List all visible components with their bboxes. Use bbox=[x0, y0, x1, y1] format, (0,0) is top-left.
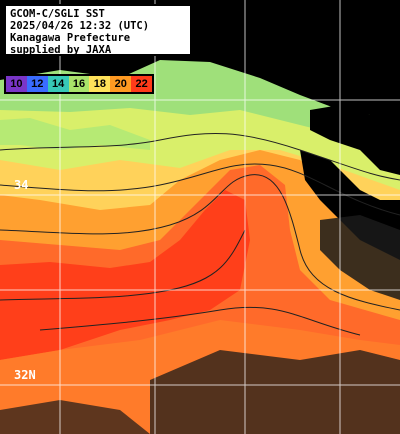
scale-segment-20: 20 bbox=[110, 76, 132, 92]
info-region: Kanagawa Prefecture bbox=[10, 32, 131, 44]
lat-label-34: 34 bbox=[14, 178, 29, 192]
scale-segment-14: 14 bbox=[47, 76, 69, 92]
sst-cold-filament bbox=[0, 118, 150, 150]
sst-zone-kuroshio-core bbox=[0, 190, 250, 360]
scale-segment-22: 22 bbox=[131, 76, 152, 92]
info-title: GCOM-C/SGLI SST bbox=[10, 8, 105, 20]
temperature-scale: 10 12 14 16 18 20 22 bbox=[4, 74, 154, 94]
info-timestamp: 2025/04/26 12:32 (UTC) bbox=[10, 20, 150, 32]
info-box: GCOM-C/SGLI SST 2025/04/26 12:32 (UTC) K… bbox=[4, 4, 192, 56]
cloud-speckle-south bbox=[150, 350, 400, 434]
land-honshu bbox=[190, 0, 400, 90]
scale-segment-12: 12 bbox=[26, 76, 48, 92]
land-izu-boso bbox=[310, 105, 400, 175]
scale-segment-10: 10 bbox=[6, 76, 27, 92]
scale-segment-16: 16 bbox=[68, 76, 90, 92]
lat-label-32n: 32N bbox=[14, 368, 36, 382]
scale-segment-18: 18 bbox=[89, 76, 111, 92]
cloud-speckle-southwest bbox=[0, 400, 150, 434]
isotherm-contours bbox=[0, 132, 400, 336]
info-credit: supplied by JAXA bbox=[10, 44, 112, 56]
